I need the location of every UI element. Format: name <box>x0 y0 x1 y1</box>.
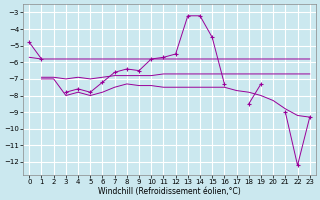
X-axis label: Windchill (Refroidissement éolien,°C): Windchill (Refroidissement éolien,°C) <box>98 187 241 196</box>
